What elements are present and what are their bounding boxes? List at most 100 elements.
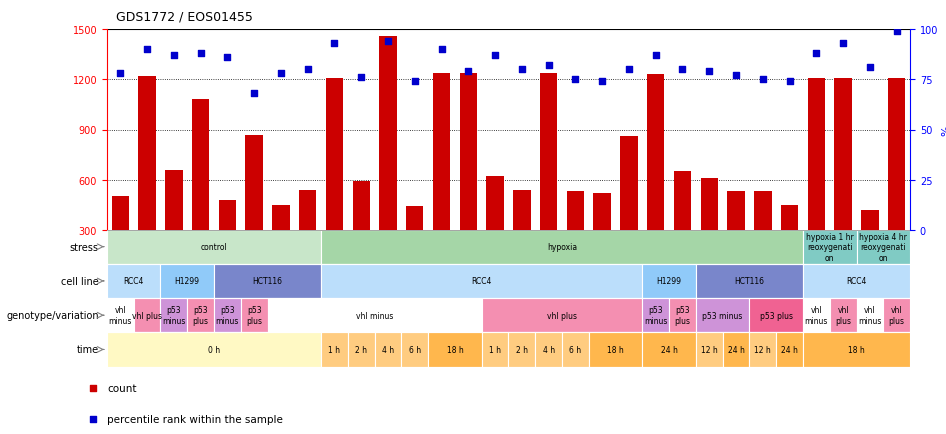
Bar [803, 299, 830, 332]
Point [219, 55, 235, 62]
Point [139, 47, 154, 54]
Bar [642, 332, 696, 367]
Text: p53
minus: p53 minus [216, 306, 239, 325]
Bar [219, 200, 236, 280]
Bar [593, 194, 611, 280]
Text: 1 h: 1 h [328, 345, 341, 354]
Bar [856, 299, 884, 332]
Text: 2 h: 2 h [356, 345, 367, 354]
Bar [348, 332, 375, 367]
Text: 12 h: 12 h [701, 345, 718, 354]
Point [300, 67, 315, 74]
Text: 2 h: 2 h [516, 345, 528, 354]
Point [113, 71, 128, 78]
Text: RCC4: RCC4 [124, 277, 144, 286]
Text: p53 plus: p53 plus [760, 311, 793, 320]
Point [407, 79, 422, 86]
Point [755, 77, 770, 84]
Bar [884, 299, 910, 332]
Bar [540, 74, 557, 280]
Point [380, 39, 395, 46]
Point [247, 91, 262, 98]
Bar [696, 332, 723, 367]
Bar [754, 192, 772, 280]
Bar [107, 230, 321, 264]
Text: cell line: cell line [61, 276, 99, 286]
Text: 12 h: 12 h [754, 345, 771, 354]
Text: RCC4: RCC4 [847, 277, 867, 286]
Text: H1299: H1299 [657, 277, 682, 286]
Text: vhl plus: vhl plus [547, 311, 577, 320]
Y-axis label: %: % [941, 125, 946, 135]
Point [568, 77, 583, 84]
Text: genotype/variation: genotype/variation [7, 310, 99, 320]
Text: percentile rank within the sample: percentile rank within the sample [107, 414, 283, 424]
Text: HCT116: HCT116 [734, 277, 764, 286]
Bar [482, 332, 509, 367]
Bar [621, 137, 638, 280]
Point [85, 385, 100, 392]
Text: p53
plus: p53 plus [674, 306, 691, 325]
Text: 4 h: 4 h [382, 345, 394, 354]
Bar [509, 332, 535, 367]
Bar [780, 205, 798, 280]
Bar [723, 332, 749, 367]
Text: 18 h: 18 h [607, 345, 624, 354]
Bar [642, 264, 696, 299]
Bar [486, 177, 504, 280]
Bar [749, 299, 803, 332]
Point [622, 67, 637, 74]
Text: p53
minus: p53 minus [162, 306, 185, 325]
Bar [401, 332, 429, 367]
Bar [727, 192, 745, 280]
Text: 0 h: 0 h [208, 345, 220, 354]
Bar [429, 332, 482, 367]
Bar [353, 182, 370, 280]
Text: H1299: H1299 [175, 277, 200, 286]
Text: 6 h: 6 h [569, 345, 582, 354]
Point [889, 29, 904, 36]
Text: 1 h: 1 h [489, 345, 501, 354]
Bar [245, 135, 263, 280]
Text: vhl
plus: vhl plus [835, 306, 851, 325]
Text: GDS1772 / EOS01455: GDS1772 / EOS01455 [116, 11, 254, 24]
Bar [268, 299, 482, 332]
Text: 4 h: 4 h [543, 345, 554, 354]
Point [434, 47, 449, 54]
Bar [192, 100, 209, 280]
Bar [808, 79, 825, 280]
Point [166, 53, 182, 60]
Bar [776, 332, 803, 367]
Text: count: count [107, 384, 136, 393]
Bar [830, 299, 856, 332]
Point [354, 75, 369, 82]
Bar [240, 299, 268, 332]
Text: 24 h: 24 h [660, 345, 677, 354]
Bar [406, 207, 424, 280]
Point [863, 65, 878, 72]
Bar [674, 172, 692, 280]
Point [674, 67, 690, 74]
Point [541, 63, 556, 70]
Text: 24 h: 24 h [727, 345, 745, 354]
Bar [166, 170, 183, 280]
Point [648, 53, 663, 60]
Text: control: control [201, 243, 227, 252]
Bar [856, 230, 910, 264]
Bar [161, 264, 214, 299]
Bar [701, 178, 718, 280]
Text: vhl
plus: vhl plus [888, 306, 904, 325]
Point [595, 79, 610, 86]
Point [835, 41, 850, 48]
Bar [433, 74, 450, 280]
Bar [107, 299, 133, 332]
Text: p53
plus: p53 plus [246, 306, 262, 325]
Bar [375, 332, 401, 367]
Bar [214, 299, 240, 332]
Text: 18 h: 18 h [447, 345, 464, 354]
Bar [299, 190, 316, 280]
Text: RCC4: RCC4 [471, 277, 492, 286]
Point [702, 69, 717, 76]
Text: vhl
minus: vhl minus [109, 306, 132, 325]
Bar [379, 37, 396, 280]
